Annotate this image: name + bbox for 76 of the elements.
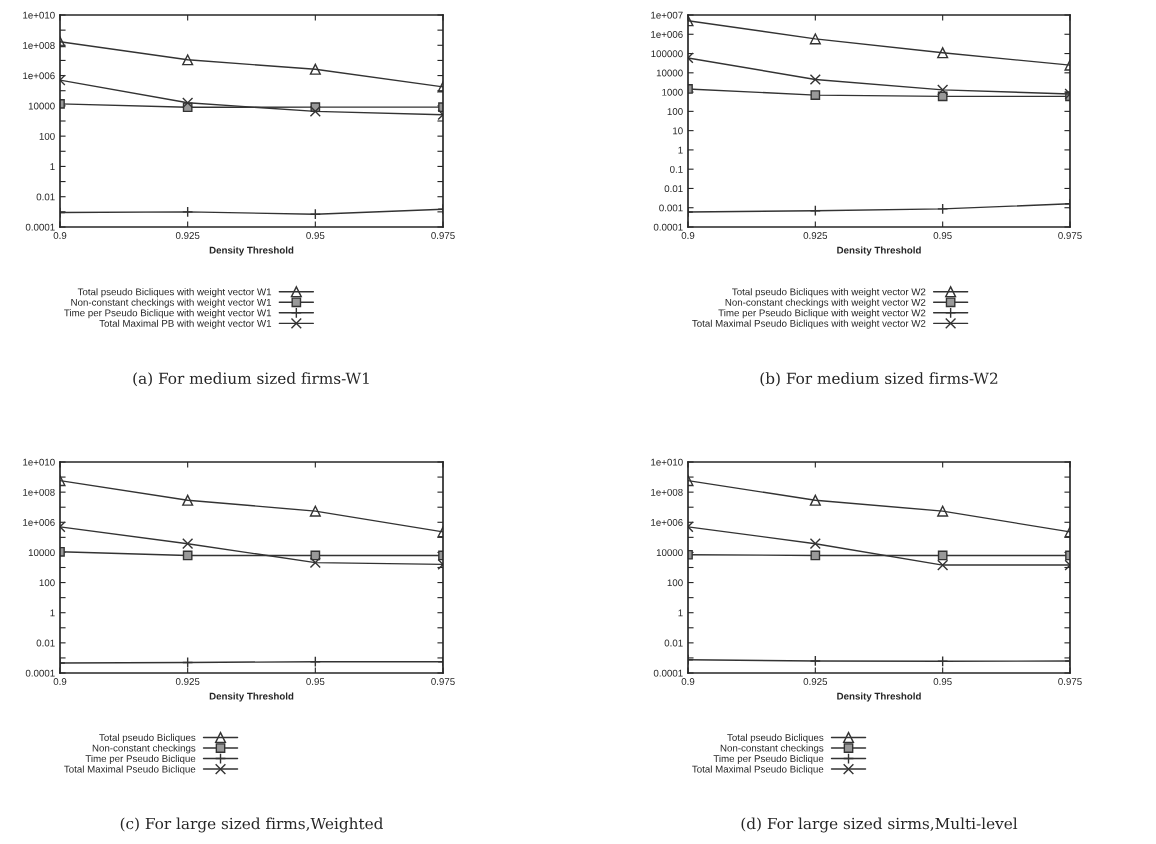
legend-label: Total pseudo Bicliques with weight vector W1 — [77, 288, 272, 298]
legend-label: Total Maximal Pseudo Biclique — [692, 765, 824, 775]
x-tick-label: 0.975 — [1058, 232, 1082, 239]
y-tick-label: 10000 — [28, 549, 55, 557]
y-tick-label: 1e+010 — [651, 458, 683, 466]
x-tick-label: 0.925 — [175, 232, 200, 239]
y-tick-label: 1e+006 — [651, 519, 683, 526]
x-axis-title: Density Threshold — [209, 246, 294, 256]
y-tick-label: 100 — [39, 132, 55, 140]
legend-label: Non-constant checkings — [92, 744, 196, 754]
x-tick-label: 0.95 — [933, 678, 952, 685]
x-axis-title: Density Threshold — [209, 692, 294, 702]
legend-label: Total pseudo Bicliques — [99, 733, 196, 743]
legend-label: Total pseudo Bicliques — [727, 733, 824, 743]
legend-label: Time per Pseudo Biclique — [713, 754, 824, 764]
x-tick-label: 0.9 — [53, 678, 67, 685]
x-tick-label: 0.975 — [1058, 678, 1082, 685]
x-tick-label: 0.95 — [306, 678, 325, 685]
y-tick-label: 1e+008 — [651, 488, 683, 496]
y-tick-label: 0.0001 — [25, 223, 55, 231]
y-tick-label: 100000 — [651, 50, 683, 58]
y-tick-label: 0.01 — [36, 639, 55, 647]
y-tick-label: 0.001 — [659, 204, 683, 212]
y-tick-label: 10000 — [28, 102, 55, 110]
legend-label: Total Maximal Pseudo Biclique — [64, 765, 196, 775]
legend-label: Time per Pseudo Biclique with weight vector W2 — [718, 309, 926, 319]
y-tick-label: 0.01 — [664, 185, 683, 193]
y-tick-label: 1e+008 — [23, 488, 55, 496]
x-tick-label: 0.925 — [803, 678, 828, 685]
y-tick-label: 100 — [667, 108, 683, 115]
x-tick-label: 0.9 — [681, 232, 695, 239]
x-tick-label: 0.9 — [681, 678, 695, 685]
text: (d) For large sized sirms,Multi-level — [741, 817, 1018, 833]
y-tick-label: 1e+006 — [23, 519, 55, 526]
text: (b) For medium sized firms-W2 — [760, 372, 998, 387]
y-tick-label: 0.01 — [36, 193, 55, 201]
y-tick-label: 10000 — [656, 549, 683, 557]
y-tick-label: 1e+008 — [23, 42, 55, 49]
x-tick-label: 0.975 — [431, 232, 455, 239]
y-tick-label: 1e+010 — [23, 458, 55, 466]
y-tick-label: 0.0001 — [653, 223, 683, 231]
text: (a) For medium sized firms-W1 — [133, 372, 369, 387]
y-tick-label: 100 — [39, 579, 55, 587]
y-tick-label: 1000 — [662, 88, 683, 96]
x-tick-label: 0.95 — [933, 232, 952, 239]
y-tick-label: 1 — [678, 146, 683, 154]
y-tick-label: 1e+010 — [23, 11, 55, 19]
legend-label: Time per Pseudo Biclique — [85, 754, 196, 764]
legend-label: Total Maximal Pseudo Bicliques with weight vector W2 — [692, 319, 926, 329]
y-tick-label: 1e+006 — [23, 72, 55, 80]
y-tick-label: 1e+006 — [651, 31, 683, 38]
y-tick-label: 10000 — [656, 69, 683, 77]
y-tick-label: 0.1 — [670, 165, 683, 173]
legend-label: Non-constant checkings with weight vector W1 — [71, 298, 272, 308]
y-tick-label: 0.0001 — [653, 669, 683, 677]
y-tick-label: 1 — [50, 163, 55, 170]
x-tick-label: 0.9 — [53, 232, 67, 239]
y-tick-label: 1e+007 — [651, 11, 683, 19]
x-axis-title: Density Threshold — [837, 246, 921, 256]
legend-label: Time per Pseudo Biclique with weight vector W1 — [64, 309, 272, 319]
legend-label: Non-constant checkings — [720, 744, 824, 754]
y-tick-label: 10 — [673, 127, 683, 135]
legend-label: Total pseudo Bicliques with weight vector W2 — [732, 288, 926, 298]
x-tick-label: 0.95 — [306, 232, 325, 239]
y-tick-label: 0.01 — [664, 639, 683, 647]
text: (c) For large sized firms,Weighted — [120, 817, 383, 833]
x-tick-label: 0.925 — [175, 678, 200, 685]
y-tick-label: 100 — [667, 579, 683, 587]
y-tick-label: 0.0001 — [25, 669, 55, 677]
y-tick-label: 1 — [678, 609, 683, 617]
y-tick-label: 1 — [50, 609, 55, 617]
x-tick-label: 0.975 — [431, 678, 455, 685]
legend-label: Non-constant checkings with weight vector W2 — [725, 298, 926, 308]
x-tick-label: 0.925 — [803, 232, 828, 239]
legend-label: Total Maximal PB with weight vector W1 — [99, 319, 272, 329]
x-axis-title: Density Threshold — [837, 692, 921, 702]
